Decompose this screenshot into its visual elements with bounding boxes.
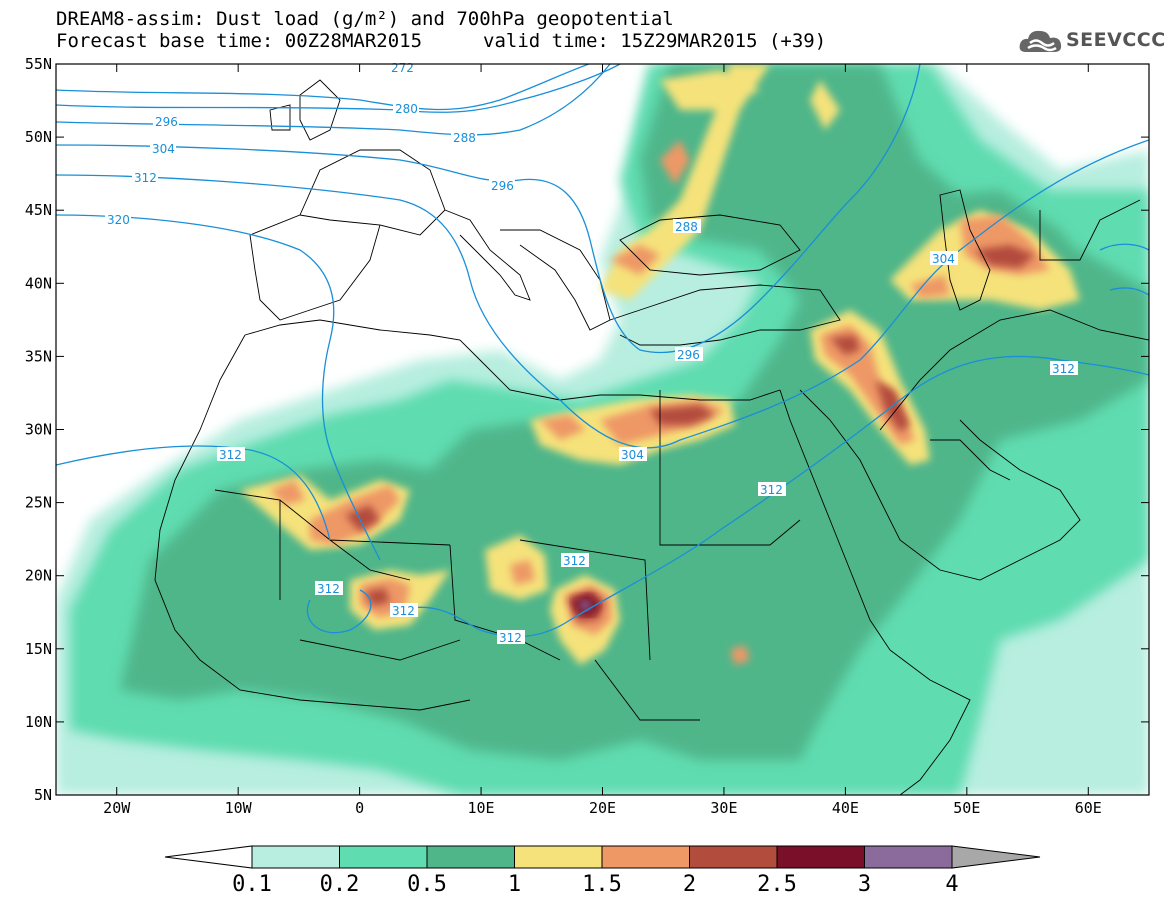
- lat-tick-label: 50N: [25, 128, 52, 146]
- colorbar-segment: [339, 845, 428, 869]
- svg-text:312: 312: [219, 448, 242, 462]
- lat-axis: 55N 50N 45N 40N 35N 30N 25N 20N 15N 10N 5N: [25, 55, 1149, 804]
- logo-text: SEEVCCC: [1066, 29, 1165, 51]
- svg-text:304: 304: [621, 448, 644, 462]
- svg-text:288: 288: [675, 220, 698, 234]
- lat-tick-label: 5N: [34, 786, 52, 804]
- colorbar-level-label: 3: [857, 872, 872, 897]
- lat-tick-label: 35N: [25, 347, 52, 365]
- svg-text:288: 288: [453, 131, 476, 145]
- colorbar-segment: [689, 845, 778, 869]
- lon-tick-label: 60E: [1075, 799, 1102, 817]
- contour-label: 312: [758, 482, 786, 497]
- colorbar-over-triangle: [951, 845, 1041, 869]
- svg-text:312: 312: [134, 171, 157, 185]
- colorbar-segment: [864, 845, 953, 869]
- contour-label: 312: [132, 170, 158, 185]
- svg-text:312: 312: [1052, 362, 1075, 376]
- lat-tick-label: 30N: [25, 421, 52, 439]
- forecast-base-time: Forecast base time: 00Z28MAR2015: [56, 30, 423, 52]
- contour-label: 296: [153, 114, 179, 129]
- colorbar-level-label: 1: [507, 872, 522, 897]
- lon-tick-label: 0: [355, 799, 364, 817]
- chart-title: DREAM8-assim: Dust load (g/m²) and 700hP…: [56, 8, 674, 30]
- colorbar-level-label: 1.5: [582, 872, 622, 897]
- contour-label: 312: [561, 553, 589, 568]
- cloud-icon: [1019, 30, 1062, 52]
- colorbar-level-label: 4: [945, 872, 959, 897]
- lat-tick-label: 45N: [25, 201, 52, 219]
- svg-text:296: 296: [491, 179, 514, 193]
- seevccc-logo: SEEVCCC: [1018, 26, 1165, 56]
- svg-text:312: 312: [392, 604, 415, 618]
- lat-tick-label: 20N: [25, 567, 52, 585]
- contour-label: 312: [217, 447, 245, 462]
- svg-text:320: 320: [107, 213, 130, 227]
- lat-tick-label: 25N: [25, 494, 52, 512]
- colorbar-segment: [601, 845, 690, 869]
- lon-tick-label: 20E: [589, 799, 616, 817]
- lat-tick-label: 55N: [25, 55, 52, 73]
- svg-text:304: 304: [152, 142, 175, 156]
- contour-label: 312: [1050, 361, 1078, 376]
- svg-text:304: 304: [932, 252, 955, 266]
- contour-label: 288: [673, 219, 701, 234]
- colorbar: [164, 845, 1041, 869]
- colorbar-level-label: 0.5: [407, 872, 447, 897]
- contour-label: 296: [675, 347, 703, 362]
- lon-tick-label: 10W: [225, 799, 253, 817]
- colorbar-segment: [514, 845, 603, 869]
- svg-text:312: 312: [499, 631, 522, 645]
- lon-tick-label: 30E: [710, 799, 737, 817]
- contour-label: 272: [389, 60, 415, 75]
- contour-labels: 272 280 288 296 304 312 320 296 304 312 …: [105, 60, 1078, 645]
- colorbar-level-label: 0.2: [319, 872, 360, 897]
- svg-text:296: 296: [155, 115, 178, 129]
- contour-label: 304: [619, 447, 647, 462]
- lon-tick-label: 40E: [832, 799, 859, 817]
- contour-label: 320: [105, 212, 131, 227]
- colorbar-level-label: 0.1: [232, 872, 272, 897]
- lat-tick-label: 10N: [25, 713, 52, 731]
- svg-text:280: 280: [395, 102, 418, 116]
- svg-text:312: 312: [563, 554, 586, 568]
- contour-label: 312: [315, 581, 343, 596]
- colorbar-segment: [776, 845, 865, 869]
- contour-label: 312: [390, 603, 418, 618]
- lon-axis: 20W 10W 0 10E 20E 30E 40E 50E 60E: [103, 64, 1102, 817]
- lon-tick-label: 20W: [103, 799, 131, 817]
- colorbar-level-label: 2.5: [757, 872, 797, 897]
- valid-time: valid time: 15Z29MAR2015 (+39): [483, 30, 827, 52]
- contour-label: 280: [393, 101, 419, 116]
- colorbar-under-triangle: [164, 845, 253, 869]
- lon-tick-label: 10E: [468, 799, 495, 817]
- colorbar-level-label: 2: [682, 872, 697, 897]
- lon-tick-label: 50E: [953, 799, 980, 817]
- contour-label: 304: [150, 141, 176, 156]
- colorbar-segment: [251, 845, 340, 869]
- contour-label: 304: [930, 251, 958, 266]
- contour-label: 312: [497, 630, 525, 645]
- lat-tick-label: 40N: [25, 274, 52, 292]
- coastlines: [154, 79, 1149, 795]
- svg-text:312: 312: [760, 483, 783, 497]
- dust-field: [56, 64, 1149, 795]
- svg-text:312: 312: [317, 582, 340, 596]
- contour-label: 288: [451, 130, 477, 145]
- lat-tick-label: 15N: [25, 640, 52, 658]
- svg-text:296: 296: [677, 348, 700, 362]
- colorbar-segment: [426, 845, 515, 869]
- svg-text:272: 272: [391, 61, 414, 75]
- contour-label: 296: [489, 178, 515, 193]
